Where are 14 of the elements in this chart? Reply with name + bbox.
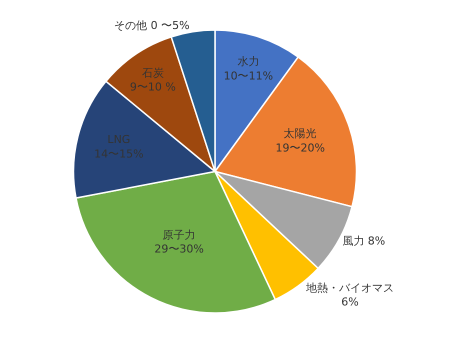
slice-label: LNG (107, 133, 130, 146)
slice-label: 太陽光 (284, 127, 317, 140)
data-label: 19〜20% (276, 141, 325, 154)
data-label: 9〜10 % (130, 80, 176, 94)
data-label: 14〜15% (94, 147, 144, 160)
slice-label: 石炭 (142, 66, 164, 80)
data-label: 10〜11% (224, 69, 274, 82)
slice-label: 原子力 (162, 228, 196, 242)
slice-label: 風力 8% (342, 234, 386, 248)
slice-label: その他 0 〜5% (114, 18, 190, 32)
slice-label: 地熱・バイオマス (304, 281, 394, 294)
data-label: 29〜30% (154, 242, 204, 256)
data-label: 6% (341, 296, 359, 309)
slice-label: 水力 (237, 55, 260, 68)
